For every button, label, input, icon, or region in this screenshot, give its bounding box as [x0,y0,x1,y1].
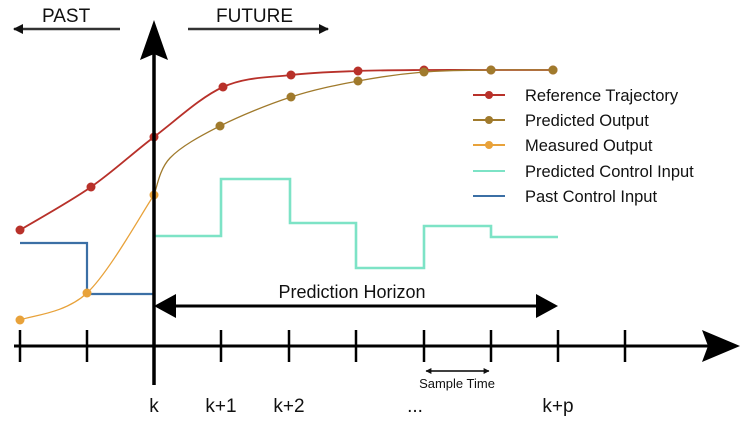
reference-trajectory-point [218,82,228,92]
predicted-output-point [486,65,496,75]
legend-label: Measured Output [525,137,653,155]
legend-item-past-control-input: Past Control Input [473,188,657,206]
reference-trajectory-point [86,182,96,192]
legend-item-reference-trajectory: Reference Trajectory [473,87,679,105]
reference-trajectory-point [353,66,363,76]
legend-marker [485,141,493,149]
predicted-output-point [286,92,296,102]
time-axis-arrowhead [702,330,740,362]
legend-marker [485,116,493,124]
legend-marker [485,91,493,99]
predicted-output-point [419,67,429,77]
measured-output-point [82,288,92,298]
prediction-horizon-label: Prediction Horizon [278,282,425,302]
predicted-output-point [353,76,363,86]
predicted-output-point [215,121,225,131]
reference-trajectory-point [286,70,296,80]
legend-label: Predicted Control Input [525,163,694,181]
legend-item-predicted-control-input: Predicted Control Input [473,163,694,181]
reference-trajectory-point [15,225,25,235]
legend: Reference Trajectory Predicted Output Me… [473,87,694,206]
time-label-kp: k+p [542,396,573,417]
measured-output-point [15,315,25,325]
legend-label: Past Control Input [525,188,657,206]
time-label-ellipsis: ... [407,396,423,417]
horizon-arrowhead-left [154,294,176,318]
vertical-axis-arrowhead [140,20,168,60]
future-label: FUTURE [216,6,293,27]
legend-item-predicted-output: Predicted Output [473,112,649,130]
time-label-k1: k+1 [205,396,236,417]
sample-time-label: Sample Time [419,376,495,391]
legend-item-measured-output: Measured Output [473,137,653,155]
past-control-input-line [20,236,156,296]
legend-label: Reference Trajectory [525,87,679,105]
horizon-arrowhead-right [536,294,558,318]
time-label-k2: k+2 [273,396,304,417]
predicted-output-line [153,69,554,196]
predicted-output-point [548,65,558,75]
legend-label: Predicted Output [525,112,649,130]
past-label: PAST [42,6,91,27]
predicted-control-input-line [154,177,558,270]
reference-trajectory-line [19,69,553,231]
time-label-k: k [149,396,159,417]
